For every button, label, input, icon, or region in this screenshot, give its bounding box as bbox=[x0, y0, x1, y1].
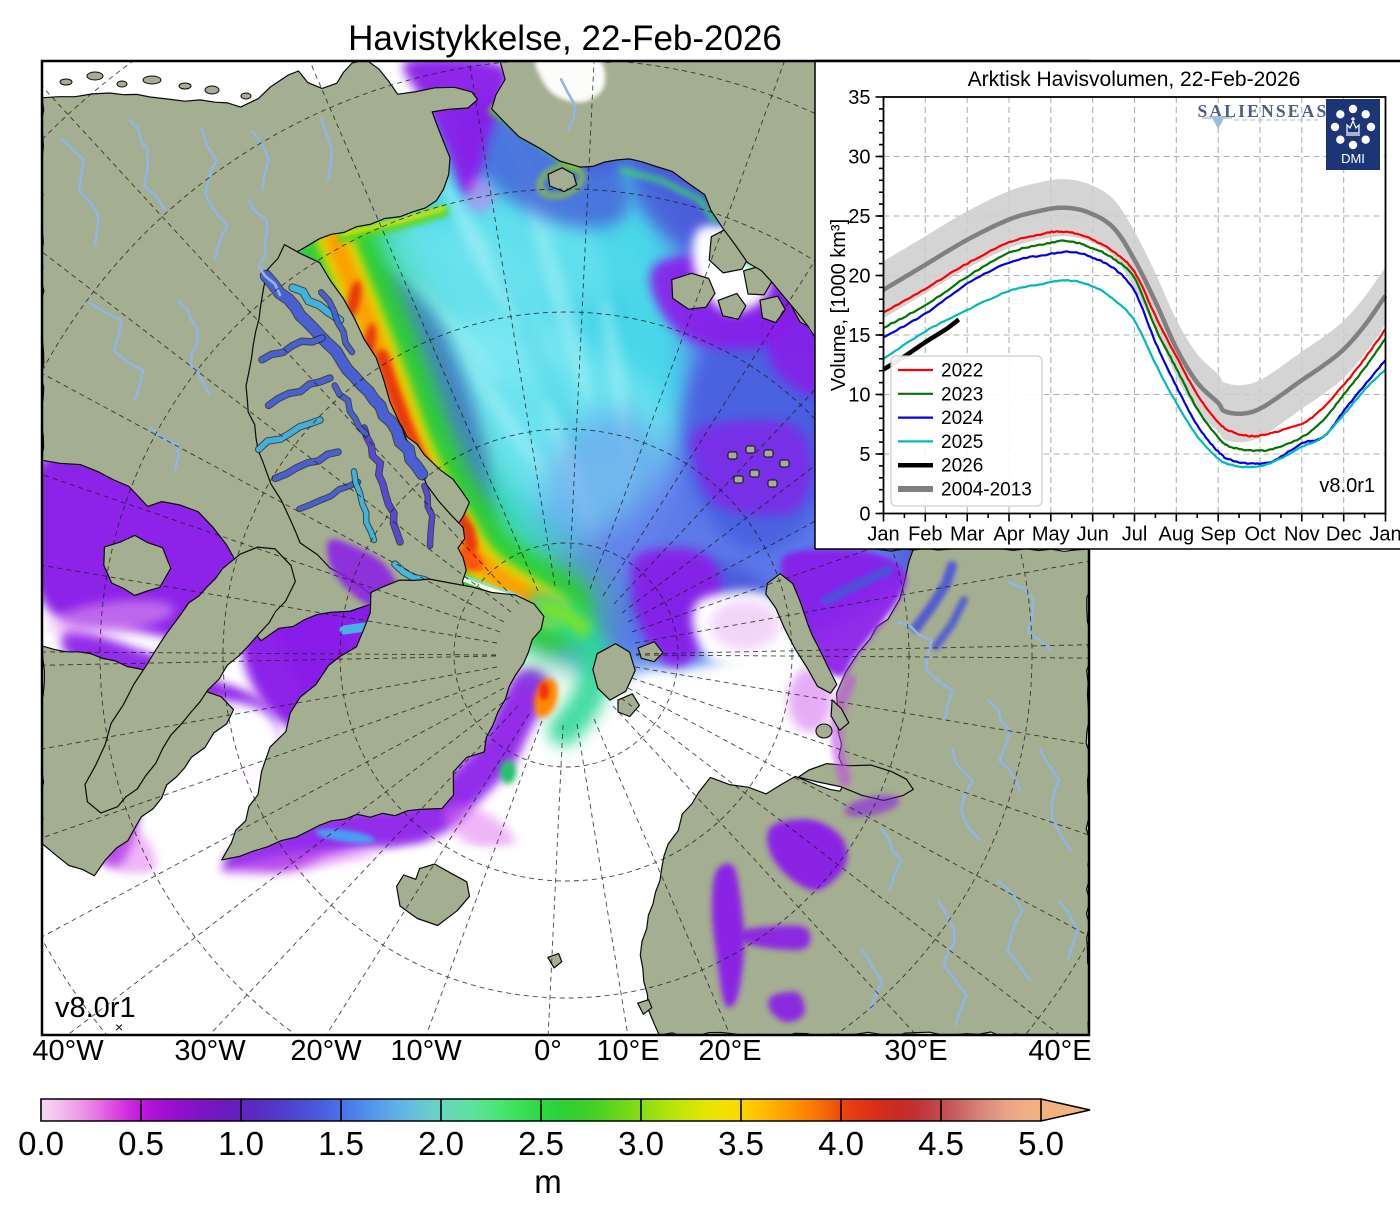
svg-text:2024: 2024 bbox=[941, 408, 984, 429]
svg-text:10°E: 10°E bbox=[596, 1035, 659, 1067]
svg-text:Aug: Aug bbox=[1159, 524, 1195, 546]
svg-text:1.5: 1.5 bbox=[318, 1125, 364, 1162]
svg-text:10: 10 bbox=[848, 385, 870, 407]
svg-text:0: 0 bbox=[859, 504, 870, 526]
svg-text:1.0: 1.0 bbox=[218, 1125, 264, 1162]
svg-text:DMI: DMI bbox=[1341, 151, 1365, 166]
svg-text:Dec: Dec bbox=[1326, 524, 1362, 546]
svg-text:2.5: 2.5 bbox=[518, 1125, 564, 1162]
svg-text:Nov: Nov bbox=[1284, 524, 1320, 546]
svg-text:0°: 0° bbox=[534, 1035, 562, 1067]
svg-text:2023: 2023 bbox=[941, 384, 983, 405]
svg-text:4.5: 4.5 bbox=[918, 1125, 964, 1162]
svg-text:0.0: 0.0 bbox=[18, 1125, 64, 1162]
svg-text:25: 25 bbox=[848, 206, 870, 228]
svg-text:20°W: 20°W bbox=[290, 1035, 362, 1067]
svg-text:Feb: Feb bbox=[908, 524, 942, 546]
svg-text:0.5: 0.5 bbox=[118, 1125, 164, 1162]
svg-text:2025: 2025 bbox=[941, 432, 983, 453]
svg-text:2026: 2026 bbox=[941, 456, 983, 477]
svg-text:3.5: 3.5 bbox=[718, 1125, 764, 1162]
svg-text:Havistykkelse, 22-Feb-2026: Havistykkelse, 22-Feb-2026 bbox=[348, 19, 782, 58]
svg-text:5: 5 bbox=[859, 444, 870, 466]
svg-text:Mar: Mar bbox=[950, 524, 985, 546]
svg-text:v8.0r1: v8.0r1 bbox=[1319, 475, 1375, 497]
svg-text:35: 35 bbox=[848, 87, 870, 109]
svg-text:15: 15 bbox=[848, 325, 870, 347]
svg-text:30: 30 bbox=[848, 147, 870, 169]
svg-text:10°W: 10°W bbox=[390, 1035, 462, 1067]
svg-text:2.0: 2.0 bbox=[418, 1125, 464, 1162]
svg-text:May: May bbox=[1032, 524, 1070, 546]
svg-text:2022: 2022 bbox=[941, 361, 983, 382]
svg-text:5.0: 5.0 bbox=[1018, 1125, 1064, 1162]
svg-text:Arktisk Havisvolumen, 22-Feb-2: Arktisk Havisvolumen, 22-Feb-2026 bbox=[968, 68, 1301, 91]
svg-text:40°W: 40°W bbox=[32, 1035, 104, 1067]
svg-text:30°W: 30°W bbox=[174, 1035, 246, 1067]
svg-text:30°E: 30°E bbox=[884, 1035, 947, 1067]
svg-text:20°E: 20°E bbox=[698, 1035, 761, 1067]
svg-text:Jan: Jan bbox=[867, 524, 899, 546]
svg-text:40°E: 40°E bbox=[1028, 1035, 1091, 1067]
svg-text:Volume, [1000 km³]: Volume, [1000 km³] bbox=[828, 219, 850, 391]
svg-text:Jan: Jan bbox=[1369, 524, 1400, 546]
svg-text:m: m bbox=[534, 1163, 562, 1200]
svg-text:2004-2013: 2004-2013 bbox=[941, 480, 1032, 501]
svg-text:Apr: Apr bbox=[993, 524, 1024, 546]
svg-text:Oct: Oct bbox=[1244, 524, 1276, 546]
svg-text:3.0: 3.0 bbox=[618, 1125, 664, 1162]
svg-text:×: × bbox=[115, 1019, 123, 1035]
svg-text:v8.0r1: v8.0r1 bbox=[55, 992, 136, 1024]
svg-text:Sep: Sep bbox=[1200, 524, 1236, 546]
svg-text:SALIENSEAS: SALIENSEAS bbox=[1198, 101, 1329, 121]
svg-text:4.0: 4.0 bbox=[818, 1125, 864, 1162]
svg-text:20: 20 bbox=[848, 266, 870, 288]
svg-text:Jun: Jun bbox=[1077, 524, 1109, 546]
svg-text:Jul: Jul bbox=[1122, 524, 1148, 546]
